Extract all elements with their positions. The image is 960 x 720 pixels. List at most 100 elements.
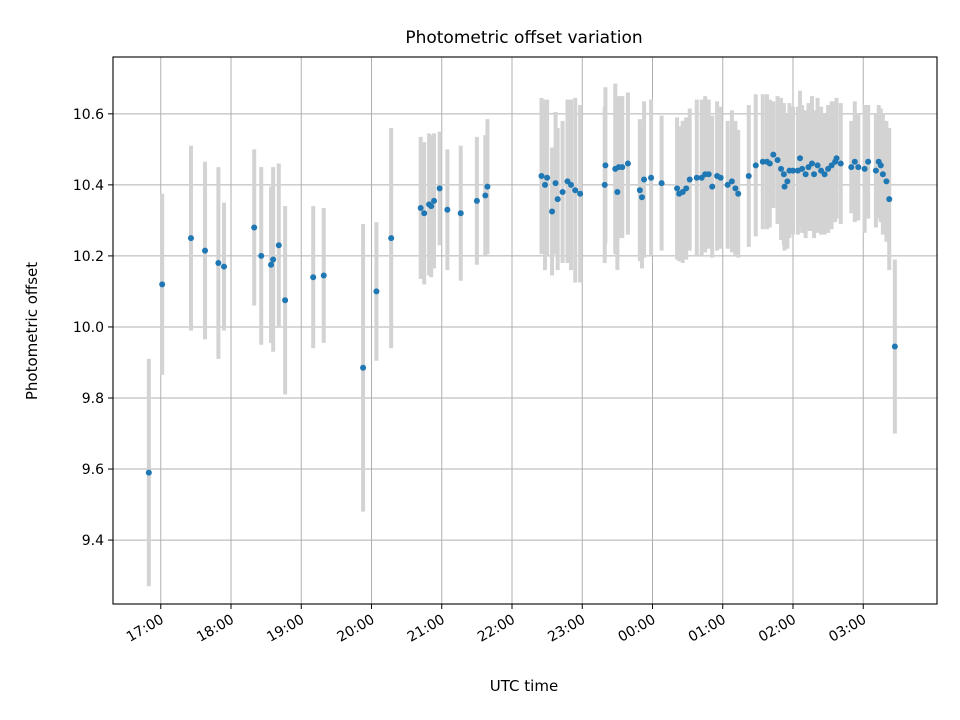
data-point xyxy=(717,174,724,181)
data-point xyxy=(872,167,879,174)
data-point xyxy=(559,188,566,195)
data-point xyxy=(752,162,759,169)
data-point xyxy=(373,288,380,295)
data-point xyxy=(457,210,464,217)
data-point xyxy=(759,158,766,165)
data-point xyxy=(388,235,395,242)
data-point xyxy=(320,272,327,279)
data-point xyxy=(538,172,545,179)
data-points xyxy=(145,151,898,476)
data-point xyxy=(187,235,194,242)
y-tick-label: 10.4 xyxy=(73,178,104,194)
data-point xyxy=(808,160,815,167)
data-point xyxy=(770,151,777,158)
data-point xyxy=(417,204,424,211)
chart-title: Photometric offset variation xyxy=(405,28,642,48)
data-point xyxy=(821,171,828,178)
data-point xyxy=(686,176,693,183)
data-point xyxy=(799,165,806,172)
y-axis-label: Photometric offset xyxy=(23,262,41,400)
data-point xyxy=(802,171,809,178)
data-point xyxy=(602,162,609,169)
data-point xyxy=(674,185,681,192)
data-point xyxy=(877,162,884,169)
data-point xyxy=(428,203,435,210)
data-point xyxy=(778,165,785,172)
data-point xyxy=(282,297,289,304)
data-point xyxy=(814,162,821,169)
data-point xyxy=(886,196,893,203)
y-axis-ticks: 9.4 9.6 9.8 10.0 10.2 10.4 10.6 xyxy=(73,107,113,549)
y-tick-label: 9.8 xyxy=(82,391,104,407)
data-point xyxy=(275,242,282,249)
data-point xyxy=(861,165,868,172)
y-tick-label: 9.4 xyxy=(82,533,104,549)
data-point xyxy=(552,180,559,187)
data-point xyxy=(614,188,621,195)
data-point xyxy=(766,160,773,167)
data-point xyxy=(732,185,739,192)
x-axis-label: UTC time xyxy=(490,677,558,695)
data-point xyxy=(572,187,579,194)
data-point xyxy=(251,224,258,231)
data-point xyxy=(431,197,438,204)
data-point xyxy=(833,155,840,162)
plot-frame xyxy=(112,56,938,605)
data-point xyxy=(482,192,489,199)
data-point xyxy=(705,171,712,178)
data-point xyxy=(837,160,844,167)
data-point xyxy=(270,256,277,263)
data-point xyxy=(728,178,735,185)
data-point xyxy=(215,260,222,267)
data-point xyxy=(683,185,690,192)
data-point xyxy=(202,247,209,254)
data-point xyxy=(436,185,443,192)
data-point xyxy=(865,158,872,165)
data-point xyxy=(638,194,645,201)
data-point xyxy=(360,364,367,371)
data-point xyxy=(421,210,428,217)
data-point xyxy=(220,263,227,270)
data-point xyxy=(851,158,858,165)
data-point xyxy=(568,181,575,188)
data-point xyxy=(879,171,886,178)
data-point xyxy=(549,208,556,215)
y-tick-label: 10.2 xyxy=(73,249,104,265)
data-point xyxy=(577,190,584,197)
data-point xyxy=(636,187,643,194)
y-tick-label: 10.6 xyxy=(73,107,104,123)
data-point xyxy=(735,190,742,197)
data-point xyxy=(258,252,265,259)
data-point xyxy=(780,171,787,178)
data-point xyxy=(797,155,804,162)
data-point xyxy=(444,206,451,213)
data-point xyxy=(542,181,549,188)
data-point xyxy=(473,197,480,204)
data-point xyxy=(745,172,752,179)
data-point xyxy=(891,343,898,350)
data-point xyxy=(544,174,551,181)
data-point xyxy=(883,178,890,185)
data-point xyxy=(601,181,608,188)
data-point xyxy=(648,174,655,181)
data-point xyxy=(724,181,731,188)
data-point xyxy=(658,180,665,187)
data-point xyxy=(781,183,788,190)
data-point xyxy=(484,183,491,190)
data-point xyxy=(159,281,166,288)
data-point xyxy=(784,178,791,185)
y-tick-label: 9.6 xyxy=(82,462,104,478)
data-point xyxy=(693,174,700,181)
data-point xyxy=(848,164,855,171)
data-point xyxy=(709,183,716,190)
data-point xyxy=(789,167,796,174)
data-point xyxy=(145,469,152,476)
data-point xyxy=(619,164,626,171)
data-point xyxy=(554,196,561,203)
data-point xyxy=(774,157,781,164)
data-point xyxy=(268,261,275,268)
data-point xyxy=(624,160,631,167)
y-tick-label: 10.0 xyxy=(73,320,104,336)
data-point xyxy=(310,274,317,281)
